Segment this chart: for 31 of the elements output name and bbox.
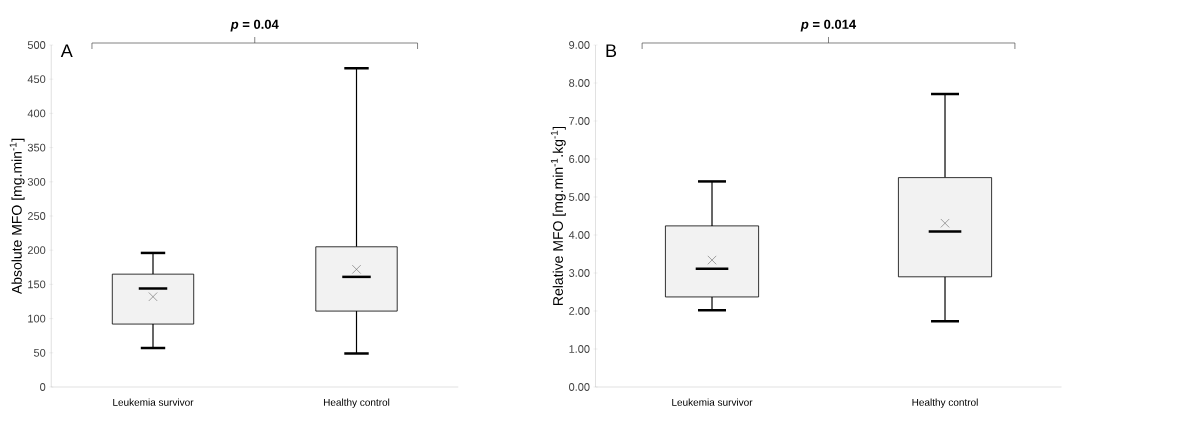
x-tick-label: Leukemia survivor — [672, 398, 753, 406]
y-tick-label: 400 — [27, 109, 46, 118]
y-tick-label: 250 — [27, 212, 46, 220]
y-tick-label: 1.00 — [569, 345, 590, 353]
y-tick-label: 6.00 — [569, 155, 590, 163]
y-tick-label: 450 — [27, 75, 46, 84]
y-tick-label: 100 — [28, 314, 46, 323]
y-tick-label: 150 — [28, 280, 46, 289]
y-tick-label: 0 — [40, 383, 46, 391]
text: p = 0.014 — [800, 19, 857, 32]
y-tick-label: 2.00 — [569, 307, 590, 315]
y-tick-label: 50 — [33, 348, 46, 357]
y-tick-label: 3.00 — [569, 269, 590, 277]
y-tick-label: 0.00 — [569, 383, 590, 391]
y-tick-label: 500 — [27, 41, 46, 49]
y-tick-label: 8.00 — [569, 79, 590, 87]
y-axis-title: Relative MFO [mg.min$^{-1}$.kg$^{-1}$] — [550, 126, 566, 305]
y-tick-label: 200 — [27, 246, 46, 255]
x-tick-label: Leukemia survivor — [113, 398, 194, 406]
y-tick-label: 4.00 — [568, 231, 590, 239]
y-tick-label: 9.00 — [569, 41, 590, 49]
y-axis-title: Absolute MFO [mg.min$^{-1}$] — [9, 138, 25, 295]
y-tick-label: 300 — [27, 177, 46, 186]
annotation: A — [60, 44, 73, 57]
text: p = 0.04 — [230, 19, 279, 32]
y-tick-label: 7.00 — [569, 117, 590, 125]
y-tick-label: 5.00 — [569, 193, 590, 201]
y-tick-label: 350 — [27, 143, 46, 152]
text: B — [606, 44, 617, 57]
x-tick-label: Healthy control — [323, 398, 390, 408]
x-tick-label: Healthy control — [912, 398, 978, 408]
